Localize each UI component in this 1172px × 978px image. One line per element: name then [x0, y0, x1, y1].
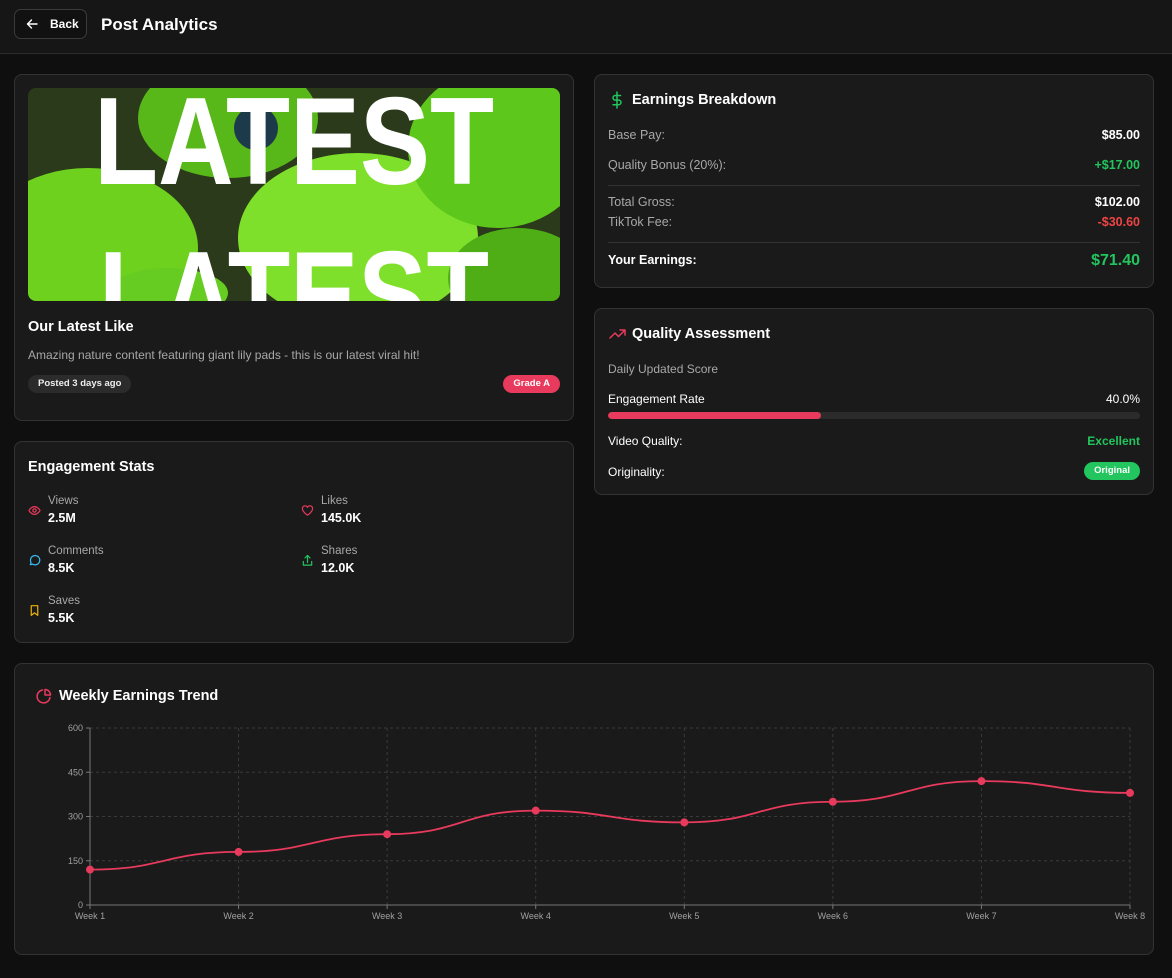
x-tick-label: Week 6 — [818, 911, 848, 921]
post-title: Our Latest Like — [28, 319, 134, 335]
thumbnail-text-bottom: LATEST — [99, 227, 489, 301]
stat-likes: Likes 145.0K — [301, 495, 361, 525]
eye-icon — [28, 505, 41, 515]
stat-label: Comments — [48, 545, 104, 557]
data-point — [383, 830, 392, 839]
x-tick-label: Week 4 — [521, 911, 551, 921]
stat-label: Likes — [321, 495, 348, 507]
total-gross-value: $102.00 — [1094, 195, 1140, 209]
engagement-rate-value: 40.0% — [1105, 392, 1140, 406]
data-point — [828, 797, 837, 806]
stat-shares: Shares 12.0K — [301, 545, 357, 575]
stat-value: 145.0K — [321, 511, 362, 525]
stat-value: 12.0K — [321, 561, 355, 575]
quality-assessment-card: Quality Assessment Daily Updated Score E… — [594, 308, 1154, 495]
x-tick-label: Week 5 — [669, 911, 699, 921]
data-point — [234, 847, 243, 856]
pie-chart-icon — [36, 688, 52, 704]
post-card: LATEST LATEST Our Latest Like Amazing na… — [14, 74, 574, 421]
earnings-breakdown-card: Earnings Breakdown Base Pay: $85.00 Qual… — [594, 74, 1154, 288]
quality-subtitle: Daily Updated Score — [608, 362, 719, 376]
post-description: Amazing nature content featuring giant l… — [28, 348, 420, 362]
tiktok-fee-row: TikTok Fee: -$30.60 — [608, 215, 1140, 229]
y-tick-label: 450 — [68, 767, 83, 777]
arrow-left-icon — [26, 19, 38, 29]
video-quality-label: Video Quality: — [608, 434, 683, 448]
tiktok-fee-value: -$30.60 — [1097, 215, 1140, 229]
share-icon — [302, 554, 313, 566]
stat-value: 5.5K — [48, 611, 75, 625]
total-gross-label: Total Gross: — [608, 195, 675, 209]
quality-bonus-label: Quality Bonus (20%): — [608, 158, 727, 172]
engagement-rate-bar — [608, 412, 1140, 419]
y-tick-label: 600 — [68, 723, 83, 733]
heart-icon — [301, 504, 314, 516]
y-tick-label: 300 — [68, 812, 83, 822]
posted-badge: Posted 3 days ago — [28, 375, 132, 393]
grade-badge: Grade A — [503, 375, 560, 393]
y-tick-label: 0 — [78, 900, 83, 910]
stat-comments: Comments 8.5K — [28, 545, 104, 575]
data-point — [531, 806, 540, 815]
your-earnings-label: Your Earnings: — [608, 253, 697, 267]
quality-bonus-value: +$17.00 — [1094, 158, 1140, 172]
thumbnail-text-top: LATEST — [94, 88, 494, 211]
tiktok-fee-label: TikTok Fee: — [608, 215, 673, 229]
engagement-rate-fill — [608, 412, 821, 419]
engagement-stats-title: Engagement Stats — [28, 459, 155, 475]
data-point — [680, 818, 689, 827]
x-tick-label: Week 2 — [223, 911, 253, 921]
post-thumbnail[interactable]: LATEST LATEST — [28, 88, 560, 301]
series-line — [89, 780, 1131, 871]
dollar-icon — [612, 91, 622, 109]
originality-badge: Original — [1084, 462, 1140, 480]
engagement-stats-card: Engagement Stats Views 2.5M Likes 145.0K C… — [14, 441, 574, 643]
chart-title: Weekly Earnings Trend — [59, 688, 219, 704]
total-gross-row: Total Gross: $102.00 — [608, 195, 1140, 209]
page-title: Post Analytics — [101, 15, 218, 34]
stat-saves: Saves 5.5K — [28, 595, 80, 625]
x-tick-label: Week 7 — [966, 911, 996, 921]
x-tick-label: Week 1 — [75, 911, 105, 921]
divider — [608, 185, 1140, 186]
x-tick-label: Week 8 — [1115, 911, 1145, 921]
x-tick-label: Week 3 — [372, 911, 402, 921]
y-tick-label: 150 — [68, 856, 83, 866]
data-point — [977, 777, 986, 786]
video-quality-value: Excellent — [1087, 434, 1140, 448]
stat-label: Saves — [48, 595, 80, 607]
comment-icon — [29, 554, 41, 565]
weekly-earnings-card: Weekly Earnings Trend 0 150 300 450 600 Week … — [14, 663, 1154, 955]
quality-title: Quality Assessment — [632, 326, 771, 342]
engagement-rate-label: Engagement Rate — [608, 392, 705, 406]
back-label: Back — [50, 17, 79, 31]
video-quality-row: Video Quality: Excellent — [608, 434, 1140, 448]
stat-value: 8.5K — [48, 561, 75, 575]
top-bar: Back Post Analytics — [0, 0, 1172, 54]
trending-up-icon — [609, 329, 626, 339]
back-button[interactable]: Back — [14, 9, 87, 39]
earnings-line-chart: 0 150 300 450 600 Week 1 Week 2 Week 3 Week 4 Wee… — [68, 723, 1145, 921]
stat-label: Shares — [321, 545, 358, 557]
data-point — [1126, 788, 1134, 797]
base-pay-value: $85.00 — [1101, 128, 1140, 142]
earnings-title: Earnings Breakdown — [632, 92, 777, 108]
stat-label: Views — [48, 495, 79, 507]
base-pay-label: Base Pay: — [608, 128, 665, 142]
quality-bonus-row: Quality Bonus (20%): +$17.00 — [608, 158, 1140, 172]
bookmark-icon — [30, 604, 39, 616]
originality-label: Originality: — [608, 465, 665, 479]
your-earnings-value: $71.40 — [1091, 252, 1140, 269]
base-pay-row: Base Pay: $85.00 — [608, 128, 1140, 142]
your-earnings-row: Your Earnings: $71.40 — [608, 252, 1140, 270]
engagement-rate-row: Engagement Rate 40.0% — [608, 392, 1140, 406]
divider — [608, 242, 1140, 243]
data-point — [86, 865, 94, 874]
stat-value: 2.5M — [48, 511, 76, 525]
stat-views: Views 2.5M — [28, 495, 78, 525]
